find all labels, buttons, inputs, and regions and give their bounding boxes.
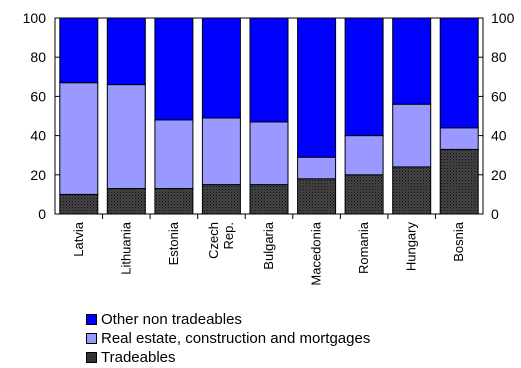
legend-swatch-other-non-tradeables (86, 314, 97, 325)
y-tick-label-left: 80 (30, 49, 46, 65)
legend-swatch-tradeables (86, 352, 97, 363)
y-tick-label-left: 0 (38, 206, 46, 222)
y-tick-label-left: 100 (23, 10, 47, 26)
chart-area: 0 0 20 20 40 40 60 60 80 80 100 100 Latvia Lithuania E… (23, 10, 515, 286)
category-label: Latvia (71, 221, 86, 256)
legend-swatch-real-estate (86, 333, 97, 344)
bar-real-estate-construction-and-mortgages-6 (344, 135, 384, 176)
y-tick-label-right: 40 (491, 128, 507, 144)
category-label: Bulgaria (261, 221, 276, 269)
category-label: Hungary (404, 222, 419, 272)
bar-real-estate-construction-and-mortgages-1 (106, 84, 146, 189)
bar-tradeables-7 (392, 166, 432, 215)
legend-item-other-non-tradeables: Other non tradeables (86, 310, 370, 329)
y-tick-label-right: 20 (491, 167, 507, 183)
bar-real-estate-construction-and-mortgages-7 (392, 103, 432, 168)
bar-tradeables-0 (59, 193, 99, 215)
y-tick-label-left: 40 (30, 128, 46, 144)
bar-tradeables-3 (201, 184, 241, 215)
axes-group: 0 0 20 20 40 40 60 60 80 80 100 100 Latvia Lithuania E… (23, 10, 515, 286)
legend: Other non tradeables Real estate, constr… (86, 310, 370, 367)
category-label: Bosnia (451, 221, 466, 262)
bar-other-non-tradeables-4 (249, 17, 289, 123)
y-tick-label-right: 0 (491, 206, 499, 222)
bars-group (59, 17, 479, 215)
category-label: Rep. (221, 222, 236, 249)
category-label: Romania (356, 221, 371, 274)
bar-other-non-tradeables-7 (392, 17, 432, 105)
legend-item-real-estate: Real estate, construction and mortgages (86, 329, 370, 348)
bar-other-non-tradeables-5 (297, 17, 337, 158)
plot-frame (54, 17, 484, 215)
category-label: Lithuania (118, 221, 133, 275)
bar-other-non-tradeables-8 (439, 17, 479, 129)
bar-tradeables-6 (344, 174, 384, 215)
bar-other-non-tradeables-6 (344, 17, 384, 137)
bar-other-non-tradeables-2 (154, 17, 194, 121)
y-tick-label-left: 20 (30, 167, 46, 183)
y-tick-label-right: 80 (491, 49, 507, 65)
bar-real-estate-construction-and-mortgages-5 (297, 156, 337, 180)
legend-label: Real estate, construction and mortgages (101, 330, 371, 347)
bar-real-estate-construction-and-mortgages-3 (201, 117, 241, 186)
bar-real-estate-construction-and-mortgages-2 (154, 119, 194, 189)
bar-tradeables-2 (154, 188, 194, 215)
y-tick-label-left: 60 (30, 88, 46, 104)
y-tick-label-right: 100 (491, 10, 515, 26)
bar-other-non-tradeables-0 (59, 17, 99, 84)
bar-real-estate-construction-and-mortgages-4 (249, 121, 289, 186)
legend-item-tradeables: Tradeables (86, 348, 370, 367)
bar-real-estate-construction-and-mortgages-0 (59, 82, 99, 195)
category-label: Czech (206, 222, 221, 259)
bar-other-non-tradeables-1 (106, 17, 146, 86)
bar-tradeables-8 (439, 148, 479, 215)
bar-real-estate-construction-and-mortgages-8 (439, 127, 479, 150)
bar-tradeables-4 (249, 184, 289, 215)
legend-label: Tradeables (101, 349, 176, 366)
bar-tradeables-1 (106, 188, 146, 215)
legend-label: Other non tradeables (101, 311, 242, 328)
bar-other-non-tradeables-3 (201, 17, 241, 119)
category-label: Estonia (166, 221, 181, 265)
y-tick-label-right: 60 (491, 88, 507, 104)
category-label: Macedonia (309, 221, 324, 285)
bar-tradeables-5 (297, 178, 337, 215)
